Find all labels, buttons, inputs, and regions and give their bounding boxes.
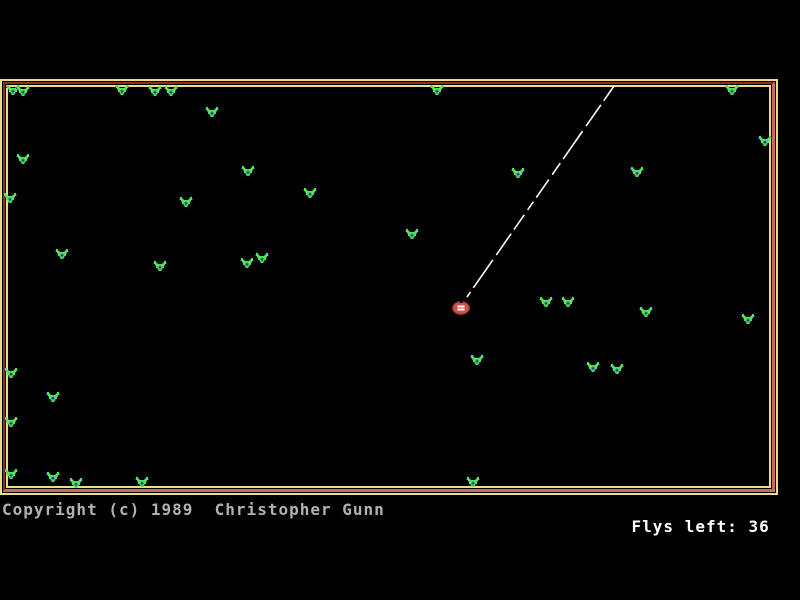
fly-sprite[interactable] — [586, 362, 600, 372]
fly-sprite[interactable] — [148, 86, 162, 96]
fly-sprite[interactable] — [241, 166, 255, 176]
fly-sprite[interactable] — [639, 307, 653, 317]
fly-sprite[interactable] — [240, 258, 254, 268]
fly-sprite[interactable] — [69, 478, 83, 488]
fly-sprite[interactable] — [55, 249, 69, 259]
playfield-border — [0, 79, 778, 495]
fly-sprite[interactable] — [303, 188, 317, 198]
fly-sprite[interactable] — [164, 86, 178, 96]
playfield-border-inner — [6, 85, 771, 488]
flies-left-label: Flys left: — [631, 517, 738, 536]
fly-sprite[interactable] — [115, 85, 129, 95]
fly-sprite[interactable] — [741, 314, 755, 324]
fly-sprite[interactable] — [430, 85, 444, 95]
fly-sprite[interactable] — [539, 297, 553, 307]
playfield-border-mid — [3, 82, 775, 492]
fly-sprite[interactable] — [135, 477, 149, 487]
flies-left-counter: Flys left: 36 — [589, 501, 770, 552]
fly-sprite[interactable] — [205, 107, 219, 117]
fly-sprite[interactable] — [630, 167, 644, 177]
fly-sprite[interactable] — [179, 197, 193, 207]
copyright-text: Copyright (c) 1989 Christopher Gunn — [2, 500, 385, 519]
fly-sprite[interactable] — [758, 136, 772, 146]
fly-sprite[interactable] — [3, 193, 17, 203]
fly-sprite[interactable] — [16, 154, 30, 164]
fly-sprite[interactable] — [561, 297, 575, 307]
fly-sprite[interactable] — [16, 86, 30, 96]
fly-sprite[interactable] — [153, 261, 167, 271]
fly-sprite[interactable] — [4, 417, 18, 427]
fly-sprite[interactable] — [405, 229, 419, 239]
flies-left-count: 36 — [748, 517, 770, 536]
mouth-sprite[interactable] — [452, 301, 470, 315]
fly-sprite[interactable] — [4, 469, 18, 479]
fly-sprite[interactable] — [46, 392, 60, 402]
fly-sprite[interactable] — [46, 472, 60, 482]
fly-sprite[interactable] — [610, 364, 624, 374]
fly-sprite[interactable] — [466, 477, 480, 487]
fly-sprite[interactable] — [4, 368, 18, 378]
fly-sprite[interactable] — [725, 85, 739, 95]
fly-sprite[interactable] — [470, 355, 484, 365]
fly-sprite[interactable] — [255, 253, 269, 263]
